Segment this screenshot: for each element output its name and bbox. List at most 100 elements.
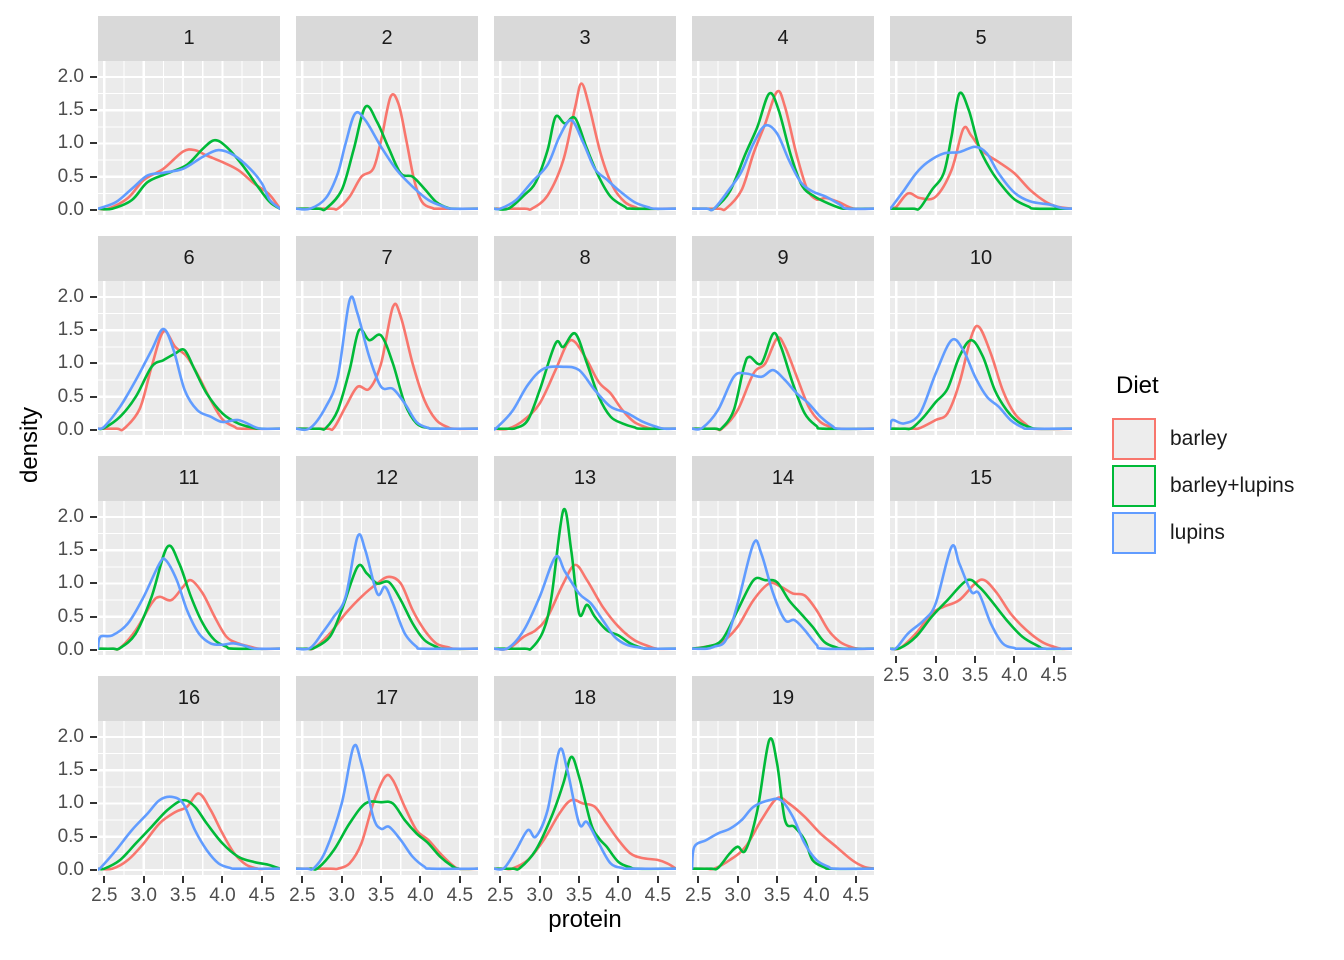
density-curve-barley bbox=[494, 798, 676, 871]
x-tick-label: 4.5 bbox=[248, 885, 276, 906]
density-chart-2 bbox=[296, 61, 478, 215]
x-tick-mark bbox=[1013, 656, 1016, 663]
x-tick-mark bbox=[458, 876, 461, 883]
y-tick-mark bbox=[90, 295, 97, 298]
x-tick-mark bbox=[934, 656, 937, 663]
density-chart-16 bbox=[98, 721, 280, 875]
facet-strip-12: 12 bbox=[296, 456, 478, 501]
y-tick-label: 1.5 bbox=[57, 319, 84, 341]
density-curve-barley+lupins bbox=[296, 800, 478, 871]
facet-strip-14: 14 bbox=[692, 456, 874, 501]
panel-background bbox=[296, 281, 478, 435]
y-tick-label: 1.5 bbox=[57, 539, 84, 561]
legend-label: barley+lupins bbox=[1170, 474, 1295, 497]
y-tick-label: 1.5 bbox=[57, 99, 84, 121]
x-axis-title: protein bbox=[548, 906, 622, 933]
density-curve-barley+lupins bbox=[692, 737, 874, 871]
x-tick-label: 4.0 bbox=[407, 885, 434, 906]
legend-key-lupins: lupins bbox=[1112, 512, 1294, 554]
density-curve-lupins bbox=[296, 110, 478, 211]
facet-15: 15 bbox=[890, 456, 1072, 655]
density-curve-lupins bbox=[98, 327, 280, 431]
density-curve-lupins bbox=[98, 148, 280, 211]
density-chart-9 bbox=[692, 281, 874, 435]
y-tick-mark bbox=[90, 869, 97, 871]
facet-strip-10: 10 bbox=[890, 236, 1072, 281]
x-tick-label: 2.5 bbox=[91, 885, 118, 906]
x-tick-mark bbox=[142, 876, 145, 883]
facet-12: 12 bbox=[296, 456, 478, 655]
density-chart-15 bbox=[890, 501, 1072, 655]
density-curve-barley+lupins bbox=[494, 755, 676, 871]
y-tick-label: 0.5 bbox=[57, 605, 84, 627]
y-tick-label: 1.0 bbox=[57, 132, 84, 154]
x-tick-mark bbox=[815, 876, 818, 883]
density-chart-13 bbox=[494, 501, 676, 655]
panel-background bbox=[692, 61, 874, 215]
density-curve-barley+lupins bbox=[890, 91, 1072, 211]
y-tick-mark bbox=[90, 75, 97, 78]
density-curve-barley+lupins bbox=[98, 138, 280, 211]
facet-14: 14 bbox=[692, 456, 874, 655]
y-tick-mark bbox=[90, 735, 97, 738]
y-axis-title: density bbox=[16, 406, 43, 484]
facet-strip-17: 17 bbox=[296, 676, 478, 721]
facet-2: 2 bbox=[296, 16, 478, 215]
facet-strip-5: 5 bbox=[890, 16, 1072, 61]
panel-background bbox=[692, 501, 874, 655]
legend-title: Diet bbox=[1116, 372, 1159, 399]
density-curve-barley+lupins bbox=[98, 798, 280, 871]
x-tick-mark bbox=[974, 656, 977, 663]
density-chart-3 bbox=[494, 61, 676, 215]
density-chart-5 bbox=[890, 61, 1072, 215]
x-tick-label: 3.0 bbox=[724, 885, 751, 906]
x-tick-mark bbox=[895, 656, 898, 663]
facet-strip-19: 19 bbox=[692, 676, 874, 721]
facet-strip-7: 7 bbox=[296, 236, 478, 281]
density-curve-lupins bbox=[494, 747, 676, 871]
y-tick-label: 2.0 bbox=[57, 285, 84, 307]
y-tick-mark bbox=[90, 582, 97, 585]
density-curve-lupins bbox=[494, 118, 676, 211]
facet-strip-13: 13 bbox=[494, 456, 676, 501]
facet-strip-18: 18 bbox=[494, 676, 676, 721]
x-tick-mark bbox=[854, 876, 857, 883]
density-chart-10 bbox=[890, 281, 1072, 435]
density-chart-4 bbox=[692, 61, 874, 215]
x-tick-label: 4.0 bbox=[1001, 665, 1028, 686]
density-curve-barley+lupins bbox=[296, 563, 478, 651]
facet-strip-16: 16 bbox=[98, 676, 280, 721]
y-tick-mark bbox=[90, 615, 97, 618]
density-curve-barley+lupins bbox=[98, 348, 280, 431]
facet-strip-11: 11 bbox=[98, 456, 280, 501]
y-tick-label: 0.0 bbox=[57, 199, 84, 220]
y-tick-label: 2.0 bbox=[57, 505, 84, 527]
facet-strip-1: 1 bbox=[98, 16, 280, 61]
density-chart-6 bbox=[98, 281, 280, 435]
facet-strip-8: 8 bbox=[494, 236, 676, 281]
y-tick-label: 1.5 bbox=[57, 759, 84, 781]
x-tick-label: 3.0 bbox=[526, 885, 553, 906]
density-curve-barley+lupins bbox=[494, 331, 676, 431]
x-tick-label: 3.5 bbox=[565, 885, 593, 906]
y-tick-label: 2.0 bbox=[57, 725, 84, 747]
y-tick-label: 0.0 bbox=[57, 639, 84, 660]
y-tick-mark bbox=[90, 515, 97, 518]
facet-strip-15: 15 bbox=[890, 456, 1072, 501]
x-tick-mark bbox=[260, 876, 263, 883]
panel-background bbox=[98, 721, 280, 875]
panel-background bbox=[692, 281, 874, 435]
density-curve-lupins bbox=[692, 123, 874, 212]
y-tick-label: 0.5 bbox=[57, 165, 84, 187]
density-curve-lupins bbox=[692, 368, 874, 431]
x-tick-label: 4.0 bbox=[803, 885, 830, 906]
x-tick-label: 3.0 bbox=[922, 665, 949, 686]
x-tick-label: 2.5 bbox=[883, 665, 910, 686]
x-tick-label: 2.5 bbox=[685, 885, 712, 906]
x-tick-mark bbox=[776, 876, 779, 883]
density-chart-19 bbox=[692, 721, 874, 875]
x-tick-mark bbox=[656, 876, 659, 883]
facet-6: 6 bbox=[98, 236, 280, 435]
legend-key-barley: barley bbox=[1112, 418, 1294, 460]
